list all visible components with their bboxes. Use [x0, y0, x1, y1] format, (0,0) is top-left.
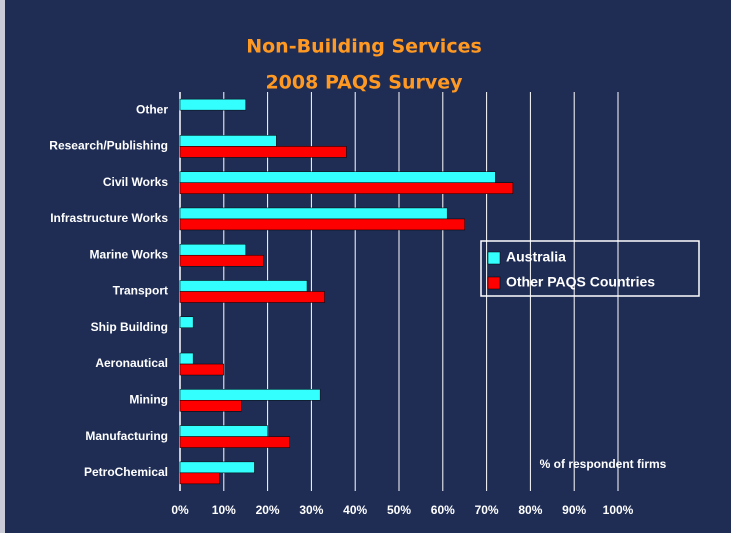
bar — [179, 243, 246, 256]
bar — [179, 291, 325, 303]
bar — [179, 218, 465, 231]
x-tick-label: 10% — [212, 503, 236, 517]
annotation: % of respondent firms — [540, 457, 667, 471]
chart-title: Non-Building Services — [246, 36, 482, 58]
y-tick-label: Transport — [113, 284, 168, 298]
chart-title: 2008 PAQS Survey — [265, 72, 463, 94]
y-tick-label: Aeronautical — [95, 356, 168, 370]
x-tick-label: 50% — [387, 503, 411, 517]
bar — [179, 182, 514, 194]
bar — [179, 171, 496, 183]
legend-swatch — [487, 276, 501, 290]
x-tick-label: 40% — [343, 503, 367, 517]
x-tick-label: 90% — [562, 503, 586, 517]
bar — [179, 352, 194, 365]
y-tick-label: Civil Works — [103, 175, 168, 189]
bar — [179, 363, 225, 376]
legend-label: Australia — [506, 249, 566, 265]
y-tick-label: Manufacturing — [85, 429, 168, 443]
x-tick-label: 80% — [518, 503, 542, 517]
bar — [179, 400, 242, 412]
bar — [179, 461, 255, 474]
y-tick-label: Other — [136, 102, 168, 116]
x-tick-label: 0% — [171, 503, 189, 517]
y-tick-label: PetroChemical — [84, 465, 168, 479]
left-border — [0, 0, 5, 533]
y-tick-label: Marine Works — [90, 247, 169, 261]
bar — [179, 472, 220, 485]
bar — [179, 316, 194, 329]
x-tick-label: 20% — [256, 503, 280, 517]
x-tick-label: 100% — [603, 503, 634, 517]
bar — [179, 280, 308, 292]
y-tick-label: Research/Publishing — [49, 139, 168, 153]
bar — [179, 98, 246, 111]
bar — [179, 389, 321, 401]
bar — [179, 135, 277, 147]
bar — [179, 425, 268, 437]
bar — [179, 207, 448, 220]
x-tick-label: 70% — [475, 503, 499, 517]
y-tick-label: Infrastructure Works — [50, 211, 168, 225]
legend-swatch — [487, 251, 501, 265]
legend-box — [480, 240, 700, 297]
bar — [179, 254, 264, 267]
legend-label: Other PAQS Countries — [506, 274, 655, 290]
bar — [179, 146, 347, 158]
x-tick-label: 60% — [431, 503, 455, 517]
y-tick-label: Mining — [129, 392, 168, 406]
y-tick-label: Ship Building — [91, 320, 168, 334]
x-tick-label: 30% — [299, 503, 323, 517]
bar — [179, 436, 290, 448]
